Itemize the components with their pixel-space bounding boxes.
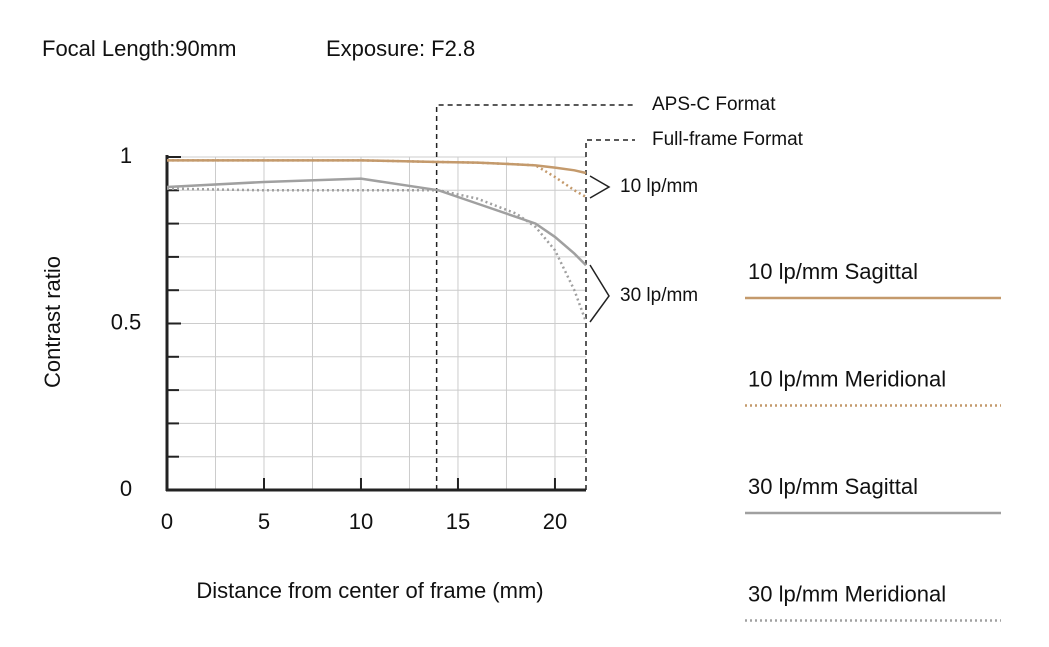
x-tick-label: 15 <box>446 509 470 534</box>
focal-length: Focal Length:90mm <box>42 36 236 61</box>
y-axis-label: Contrast ratio <box>40 256 65 388</box>
legend-label: 10 lp/mm Meridional <box>748 366 946 391</box>
x-tick-label: 20 <box>543 509 567 534</box>
y-tick-label: 0.5 <box>111 309 142 334</box>
x-tick-label: 10 <box>349 509 373 534</box>
legend-label: 10 lp/mm Sagittal <box>748 259 918 284</box>
format-boundary <box>585 139 635 490</box>
series-line <box>166 187 588 323</box>
series-line <box>167 159 587 199</box>
format-boundary <box>435 104 635 490</box>
x-tick-label: 0 <box>161 509 173 534</box>
legend-label: 30 lp/mm Meridional <box>748 581 946 606</box>
format-label: APS-C Format <box>652 94 776 115</box>
format-label: Full-frame Format <box>652 129 804 150</box>
y-tick-label: 0 <box>120 476 132 501</box>
bracket <box>589 264 610 323</box>
series-line <box>167 159 587 175</box>
y-tick-label: 1 <box>120 143 132 168</box>
series-line <box>166 177 587 267</box>
group-label: 30 lp/mm <box>620 285 698 306</box>
legend-label: 30 lp/mm Sagittal <box>748 474 918 499</box>
x-axis-label: Distance from center of frame (mm) <box>196 578 543 603</box>
group-label: 10 lp/mm <box>620 176 698 197</box>
exposure: Exposure: F2.8 <box>326 36 475 61</box>
x-tick-label: 5 <box>258 509 270 534</box>
bracket <box>589 175 611 199</box>
